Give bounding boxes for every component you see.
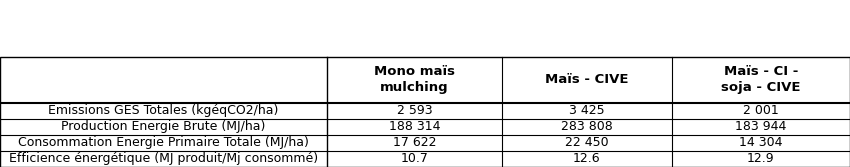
Text: 10.7: 10.7 [400, 152, 428, 165]
Text: 17 622: 17 622 [393, 136, 436, 149]
Text: Emissions GES Totales (kgéqCO2/ha): Emissions GES Totales (kgéqCO2/ha) [48, 104, 279, 117]
Text: Maïs - CIVE: Maïs - CIVE [545, 73, 628, 86]
Text: 14 304: 14 304 [739, 136, 783, 149]
Text: 3 425: 3 425 [569, 104, 604, 117]
Text: Production Energie Brute (MJ/ha): Production Energie Brute (MJ/ha) [61, 120, 266, 133]
Text: 2 593: 2 593 [397, 104, 432, 117]
Text: 183 944: 183 944 [735, 120, 786, 133]
Text: Consommation Energie Primaire Totale (MJ/ha): Consommation Energie Primaire Totale (MJ… [18, 136, 309, 149]
Text: 188 314: 188 314 [388, 120, 440, 133]
Text: Maïs - CI -
soja - CIVE: Maïs - CI - soja - CIVE [721, 65, 801, 94]
Text: 283 808: 283 808 [561, 120, 612, 133]
Text: Efficience énergétique (MJ produit/Mj consommé): Efficience énergétique (MJ produit/Mj co… [9, 152, 318, 165]
Text: 12.6: 12.6 [573, 152, 600, 165]
Bar [0, 57, 850, 167]
Text: 2 001: 2 001 [743, 104, 779, 117]
Text: Mono maïs
mulching: Mono maïs mulching [374, 65, 455, 94]
Text: 22 450: 22 450 [564, 136, 609, 149]
Text: 12.9: 12.9 [747, 152, 774, 165]
